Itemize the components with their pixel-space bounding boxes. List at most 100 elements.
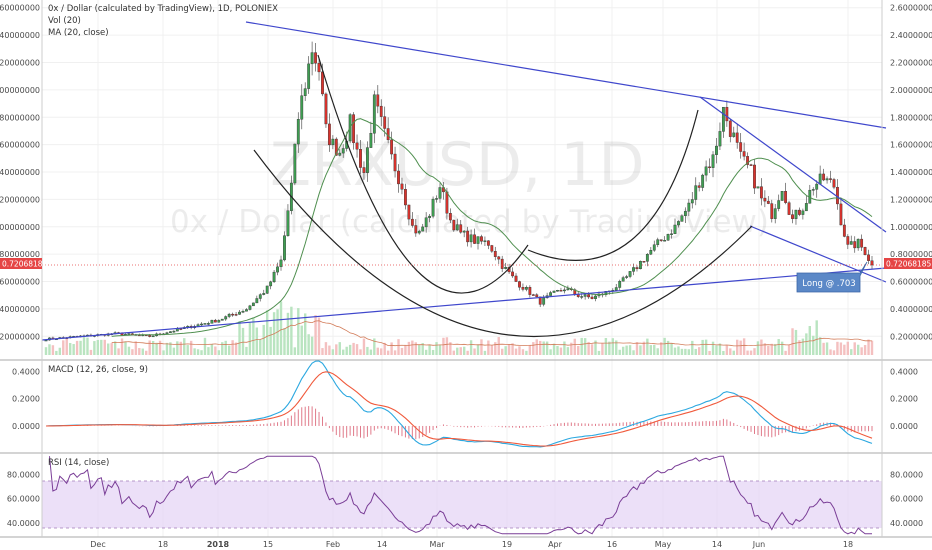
candle-body (777, 201, 779, 209)
price-tick-right: 1.20000000 (890, 195, 932, 204)
volume-bar (539, 341, 541, 355)
price-tick-left: 2.60000000 (0, 4, 40, 13)
candle-body (238, 312, 240, 314)
candle-body (560, 290, 562, 291)
volume-bar (52, 345, 54, 355)
volume-bar (591, 344, 593, 355)
candle-body (757, 187, 759, 188)
volume-bar (297, 308, 299, 355)
volume-bar (294, 347, 296, 355)
price-tick-right: 2.20000000 (890, 59, 932, 68)
volume-bar (100, 340, 102, 355)
chart-title: 0x / Dollar (calculated by TradingView),… (48, 4, 278, 14)
candle-body (871, 261, 873, 265)
volume-bar (688, 349, 690, 355)
volume-bar (815, 320, 817, 355)
volume-bar (79, 341, 81, 355)
volume-bar (639, 345, 641, 355)
volume-bar (546, 342, 548, 355)
price-tick-left: 1.40000000 (0, 168, 40, 177)
volume-bar (850, 349, 852, 355)
volume-bar (795, 330, 797, 355)
volume-bar (307, 334, 309, 355)
volume-bar (107, 343, 109, 355)
volume-bar (663, 338, 665, 355)
candle-body (228, 314, 230, 316)
candle-body (802, 211, 804, 215)
candle-body (705, 167, 707, 175)
volume-bar (854, 342, 856, 355)
candle-body (225, 317, 227, 320)
candle-body (273, 272, 275, 282)
volume-bar (484, 351, 486, 355)
candle-body (214, 320, 216, 322)
volume-bar (705, 340, 707, 355)
candle-body (207, 323, 209, 324)
volume-bar (345, 347, 347, 355)
volume-bar (280, 302, 282, 355)
candle-body (529, 287, 531, 294)
candle-body (487, 241, 489, 246)
candle-body (847, 236, 849, 244)
candle-body (231, 314, 233, 315)
candle-body (653, 245, 655, 250)
candle-body (473, 235, 475, 244)
volume-bar (504, 346, 506, 355)
candle-body (688, 203, 690, 211)
candle-body (456, 225, 458, 230)
volume-bar (124, 341, 126, 355)
candle-body (435, 198, 437, 199)
watermark-symbol: ZRXUSD, 1D (270, 130, 645, 200)
volume-bar (342, 350, 344, 355)
candle-body (805, 203, 807, 211)
candle-body (304, 89, 306, 96)
candle-body (390, 140, 392, 154)
volume-bar (612, 338, 614, 355)
candle-body (646, 254, 648, 261)
candle-body (854, 241, 856, 247)
candle-body (311, 53, 313, 64)
candle-body (328, 124, 330, 145)
rsi-tick-left: 80.0000 (7, 470, 40, 479)
candle-body (663, 240, 665, 241)
volume-bar (228, 346, 230, 355)
volume-bar (836, 342, 838, 355)
volume-bar (864, 345, 866, 355)
volume-bar (777, 339, 779, 355)
candle-body (480, 237, 482, 242)
volume-bar (463, 347, 465, 355)
candle-body (242, 311, 244, 312)
volume-bar (263, 325, 265, 355)
volume-bar (833, 350, 835, 355)
candle-body (515, 276, 517, 282)
volume-bar (681, 349, 683, 355)
volume-bar (860, 347, 862, 355)
volume-bar (473, 348, 475, 355)
volume-bar (66, 338, 68, 355)
volume-bar (148, 340, 150, 355)
candle-body (619, 281, 621, 287)
price-tick-left: 1.80000000 (0, 113, 40, 122)
candle-body (708, 167, 710, 168)
last-price-label-left: 0.72068185 (2, 260, 48, 269)
volume-bar (104, 340, 106, 355)
volume-bar (456, 348, 458, 355)
candle-body (446, 192, 448, 213)
volume-bar (466, 351, 468, 355)
volume-bar (480, 339, 482, 355)
candle-body (470, 235, 472, 242)
volume-bar (605, 338, 607, 355)
candle-body (760, 187, 762, 198)
candle-body (833, 179, 835, 187)
candle-body (867, 255, 869, 261)
price-tick-right: 2.40000000 (890, 31, 932, 40)
candle-body (266, 286, 268, 293)
volume-bar (549, 349, 551, 355)
candle-body (211, 320, 213, 323)
volume-bar (542, 341, 544, 355)
volume-bar (708, 351, 710, 355)
rsi-legend: RSI (14, close) (48, 458, 109, 468)
volume-bar (332, 349, 334, 355)
candle-body (339, 153, 341, 155)
